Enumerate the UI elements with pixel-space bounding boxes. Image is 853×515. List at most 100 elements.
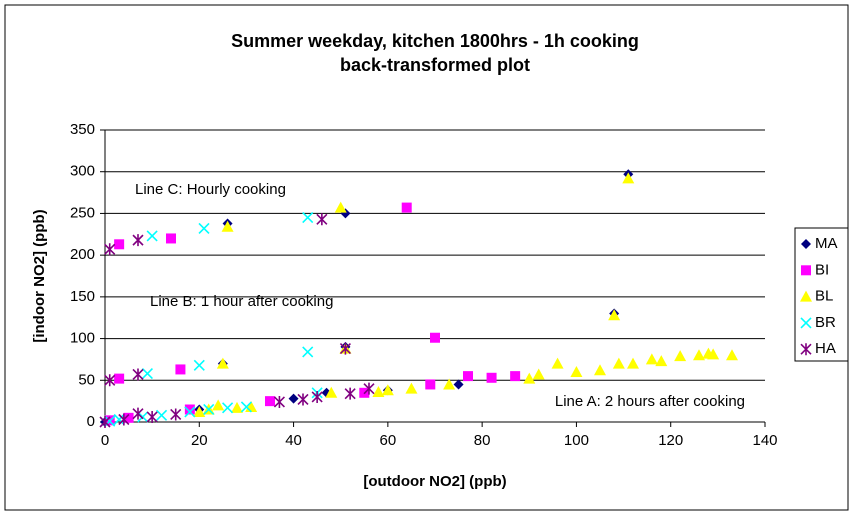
marker <box>99 416 111 428</box>
marker <box>222 402 234 414</box>
x-tick-label: 80 <box>474 432 491 449</box>
marker <box>510 371 521 382</box>
marker <box>622 172 635 184</box>
marker <box>612 357 625 369</box>
y-tick-label: 300 <box>70 163 95 180</box>
y-tick-label: 100 <box>70 330 95 347</box>
marker <box>302 212 314 224</box>
marker <box>486 372 497 383</box>
marker <box>570 365 583 377</box>
legend-label: BI <box>815 261 829 278</box>
y-axis-label: [indoor NO2] (ppb) <box>31 209 48 342</box>
marker <box>381 384 394 396</box>
chart-subtitle: back-transformed plot <box>340 55 530 75</box>
marker <box>594 364 606 376</box>
marker <box>800 343 812 356</box>
legend-label: BR <box>815 314 836 331</box>
marker <box>334 201 347 213</box>
marker <box>726 349 738 361</box>
marker <box>325 386 338 398</box>
marker <box>114 373 125 384</box>
marker <box>339 342 351 355</box>
marker <box>316 213 328 226</box>
marker <box>405 382 418 394</box>
marker <box>297 393 309 406</box>
marker <box>184 406 196 418</box>
marker <box>175 364 186 375</box>
marker <box>265 396 275 407</box>
annotation: Line A: 2 hours after cooking <box>555 393 745 410</box>
marker <box>401 202 412 213</box>
annotation: Line B: 1 hour after cooking <box>150 293 333 310</box>
legend-label: HA <box>815 340 836 357</box>
marker <box>608 309 621 321</box>
chart-title: Summer weekday, kitchen 1800hrs - 1h coo… <box>231 31 639 51</box>
y-tick-label: 350 <box>70 121 95 138</box>
marker <box>453 379 464 390</box>
marker <box>231 401 243 413</box>
legend-label: BL <box>815 288 833 305</box>
marker <box>627 357 639 369</box>
marker <box>425 379 436 390</box>
x-axis-label: [outdoor NO2] (ppb) <box>363 473 506 490</box>
x-tick-label: 140 <box>752 432 777 449</box>
x-tick-label: 120 <box>658 432 683 449</box>
annotation: Line C: Hourly cooking <box>135 181 286 198</box>
marker <box>166 233 176 244</box>
marker <box>146 230 158 242</box>
marker <box>363 382 375 395</box>
marker <box>170 408 182 421</box>
marker <box>674 350 687 362</box>
marker <box>146 410 158 423</box>
plot-area <box>105 130 765 422</box>
marker <box>344 387 356 400</box>
marker <box>141 368 153 380</box>
marker <box>800 290 812 302</box>
marker <box>273 395 285 408</box>
y-tick-label: 200 <box>70 246 95 263</box>
marker <box>198 222 210 235</box>
marker <box>216 357 229 369</box>
y-tick-label: 50 <box>78 371 95 388</box>
marker <box>193 359 205 371</box>
marker <box>288 393 299 404</box>
marker <box>240 401 252 413</box>
x-tick-label: 20 <box>191 432 208 449</box>
x-tick-label: 60 <box>380 432 397 449</box>
marker <box>430 332 440 343</box>
marker <box>104 243 116 256</box>
marker <box>302 346 314 358</box>
legend-label: MA <box>815 235 838 252</box>
marker <box>311 390 323 403</box>
marker <box>137 411 149 423</box>
marker <box>123 412 134 423</box>
x-tick-label: 100 <box>564 432 589 449</box>
marker <box>523 372 536 384</box>
marker <box>693 349 705 361</box>
marker <box>551 357 564 369</box>
marker <box>372 385 385 397</box>
marker <box>212 399 225 411</box>
x-tick-label: 40 <box>285 432 302 449</box>
marker <box>104 374 116 387</box>
marker <box>156 409 168 421</box>
marker <box>203 403 215 416</box>
marker <box>655 355 668 367</box>
marker <box>114 239 125 250</box>
marker <box>132 234 144 247</box>
marker <box>132 368 144 381</box>
legend-box <box>794 227 849 362</box>
marker <box>132 407 144 420</box>
y-tick-label: 250 <box>70 204 95 221</box>
marker <box>118 413 130 426</box>
y-tick-label: 0 <box>87 413 95 430</box>
marker <box>801 239 811 249</box>
y-tick-label: 150 <box>70 288 95 305</box>
marker <box>113 413 125 426</box>
x-tick-label: 0 <box>101 432 109 449</box>
marker <box>184 404 195 415</box>
marker <box>707 348 720 360</box>
marker <box>193 405 206 417</box>
